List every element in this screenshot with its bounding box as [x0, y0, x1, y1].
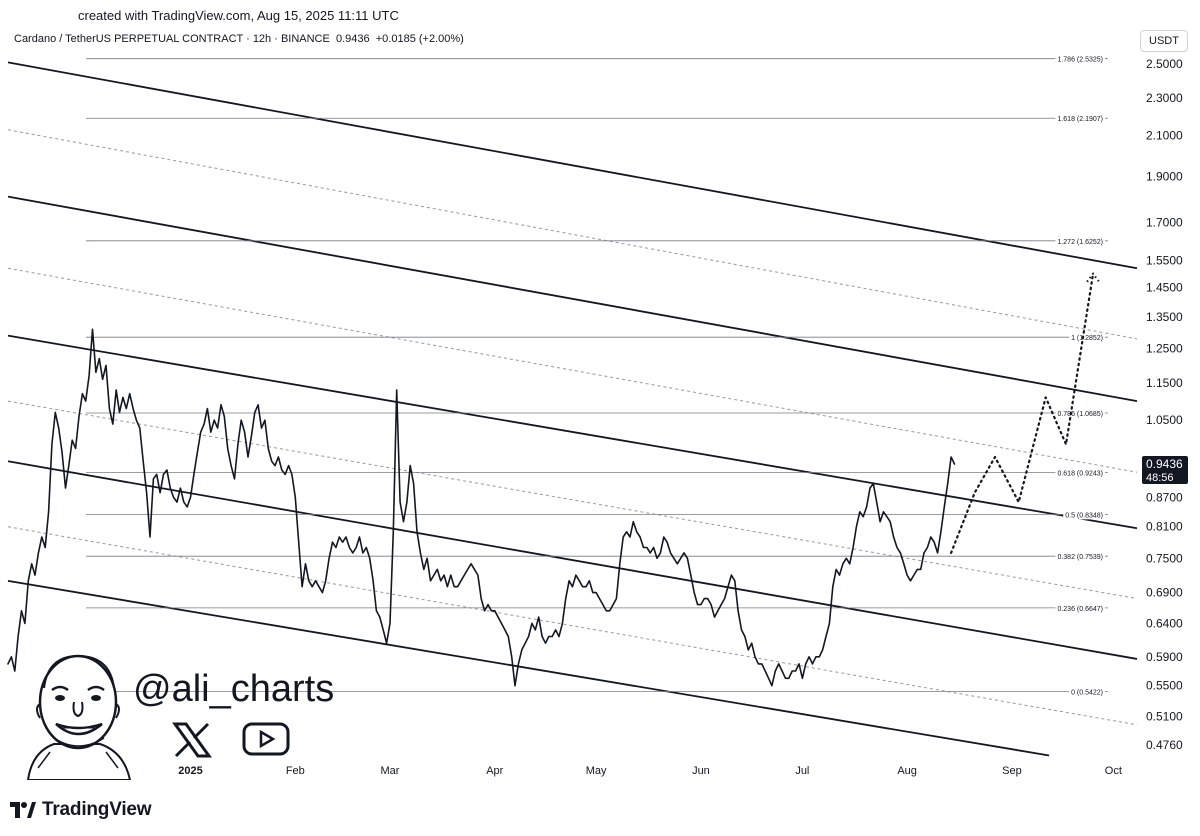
fib-level-label-bg-5: [1055, 470, 1105, 478]
channel-lines: [7, 61, 1138, 757]
fib-level-label-bg-9: [1069, 689, 1105, 697]
fib-level-label-bg-4: [1055, 411, 1105, 419]
channel-line-5: [7, 400, 1138, 600]
y-tick-label: 2.3000: [1146, 91, 1183, 105]
x-tick-label: Mar: [380, 765, 399, 777]
y-tick-label: 0.7500: [1146, 551, 1183, 565]
y-tick-label: 0.5100: [1146, 710, 1183, 724]
channel-line-0: [7, 61, 1138, 270]
y-tick-label: 1.5500: [1146, 253, 1183, 267]
fib-level-label-5: 0.618 (0.9243): [1057, 471, 1103, 478]
channel-line-3: [7, 267, 1138, 473]
fib-level-label-7: 0.382 (0.7539): [1057, 554, 1103, 561]
y-tick-label: 0.6900: [1146, 586, 1183, 600]
y-axis: 2.5000 2.3000 2.1000 1.9000 1.7000 1.5500 1.45…: [1146, 57, 1183, 752]
y-tick-label: 1.1500: [1146, 376, 1183, 390]
x-tick-label: May: [586, 765, 607, 777]
fib-level-label-1: 1.618 (2.1907): [1057, 116, 1103, 123]
x-tick-label: Feb: [286, 765, 305, 777]
fib-level-label-0: 1.786 (2.5325): [1057, 57, 1103, 64]
projection-line: [949, 272, 1095, 555]
x-tick-label: Apr: [486, 765, 503, 777]
bar-countdown: 48:56: [1146, 472, 1174, 484]
fib-level-label-bg-2: [1055, 238, 1105, 246]
fib-level-label-bg-6: [1063, 512, 1105, 520]
fibonacci-levels: 1.786 (2.5325) 1.618 (2.1907) 1.272 (1.625…: [86, 56, 1108, 697]
last-price-badge: [1142, 456, 1188, 485]
symbol-name[interactable]: Cardano / TetherUS PERPETUAL CONTRACT · …: [14, 33, 330, 45]
y-tick-label: 0.8100: [1146, 520, 1183, 534]
created-with-text: created with TradingView.com, Aug 15, 20…: [78, 8, 399, 23]
y-tick-label: 0.5900: [1146, 650, 1183, 664]
y-tick-label: 2.1000: [1146, 129, 1183, 143]
channel-line-2: [7, 195, 1138, 402]
y-tick-label: 1.4500: [1146, 281, 1183, 295]
avatar-caricature: [26, 654, 132, 780]
currency-button[interactable]: USDT: [1140, 30, 1188, 52]
channel-line-6: [7, 460, 1138, 660]
y-tick-label: 1.7000: [1146, 215, 1183, 229]
y-tick-label: 0.4760: [1146, 738, 1183, 752]
y-tick-label: 1.9000: [1146, 170, 1183, 184]
channel-line-1: [7, 129, 1138, 340]
watermark-handle: @ali_charts: [133, 668, 335, 710]
fib-level-label-8: 0.236 (0.6647): [1057, 606, 1103, 613]
y-tick-label: 0.5500: [1146, 679, 1183, 693]
projection-arrowhead: [1086, 272, 1100, 283]
fib-level-label-3: 1 (1.2852): [1071, 335, 1103, 342]
x-tick-label: Sep: [1002, 765, 1022, 777]
tradingview-logo-icon: [10, 802, 36, 818]
fib-level-label-9: 0 (0.5422): [1071, 690, 1103, 697]
fib-level-label-bg-0: [1055, 56, 1105, 64]
y-tick-label: 1.3500: [1146, 310, 1183, 324]
fib-level-label-6: 0.5 (0.8348): [1065, 512, 1103, 519]
fib-level-label-2: 1.272 (1.6252): [1057, 239, 1103, 246]
y-tick-label: 0.8700: [1146, 490, 1183, 504]
last-price-value: 0.9436: [1146, 457, 1183, 471]
channel-line-8: [7, 579, 1050, 757]
channel-line-4: [7, 334, 1138, 530]
x-tick-label: Aug: [897, 765, 917, 777]
y-tick-label: 2.5000: [1146, 57, 1183, 71]
fib-level-label-bg-1: [1055, 116, 1105, 124]
x-tick-label: Jun: [692, 765, 710, 777]
x-tick-label: Oct: [1105, 765, 1122, 777]
symbol-info: Cardano / TetherUS PERPETUAL CONTRACT · …: [14, 33, 464, 45]
price-line: [7, 328, 956, 687]
y-tick-label: 1.0500: [1146, 413, 1183, 427]
fib-level-label-bg-8: [1055, 605, 1105, 613]
fib-level-label-4: 0.786 (1.0685): [1057, 411, 1103, 418]
x-twitter-icon: [172, 722, 212, 758]
x-tick-label: 2025: [178, 765, 202, 777]
x-tick-label: Jul: [795, 765, 809, 777]
price-series: [7, 272, 1100, 687]
fib-level-label-bg-7: [1055, 554, 1105, 562]
tradingview-logo[interactable]: TradingView: [10, 798, 152, 822]
x-axis: Dec2025FebMarAprMayJunJulAugSepOct: [76, 765, 1122, 777]
fib-level-label-bg-3: [1069, 335, 1105, 343]
current-price: 0.9436: [335, 33, 370, 45]
y-tick-label: 1.2500: [1146, 342, 1183, 356]
tradingview-logo-text: TradingView: [42, 799, 152, 820]
price-change: +0.0185 (+2.00%): [375, 33, 464, 45]
youtube-icon: [242, 722, 290, 756]
y-tick-label: 0.6400: [1146, 616, 1183, 630]
